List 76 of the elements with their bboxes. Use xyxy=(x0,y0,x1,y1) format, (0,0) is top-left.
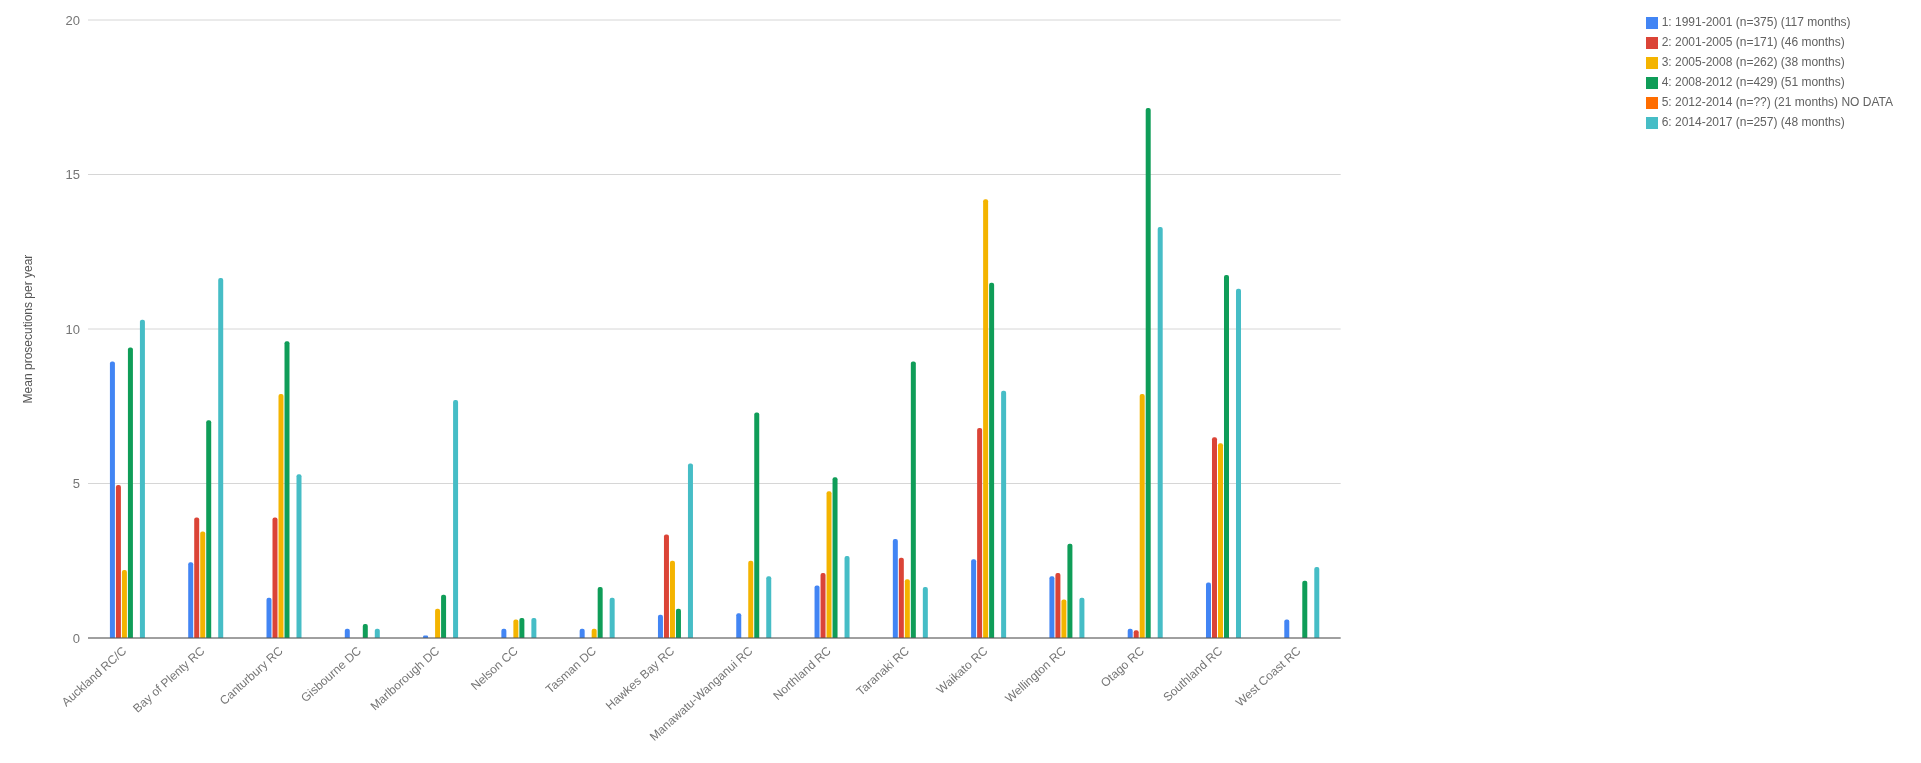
bar xyxy=(1206,582,1211,638)
bar xyxy=(1284,619,1290,638)
bar xyxy=(1079,597,1085,638)
legend-label: 5: 2012-2014 (n=??) (21 months) NO DATA xyxy=(1661,95,1893,109)
bar xyxy=(194,517,200,638)
bar xyxy=(1139,393,1145,638)
bar xyxy=(1212,437,1217,638)
y-tick-label: 20 xyxy=(65,12,80,28)
bar xyxy=(1049,576,1055,638)
bar xyxy=(115,485,121,638)
y-tick-label: 10 xyxy=(65,321,80,337)
bar xyxy=(597,587,603,638)
y-tick-label: 15 xyxy=(65,167,80,183)
bar xyxy=(989,282,995,638)
bar xyxy=(898,557,904,638)
bar xyxy=(826,491,832,638)
bar xyxy=(531,617,537,638)
bar xyxy=(296,474,302,638)
bar xyxy=(1055,573,1061,638)
bar xyxy=(904,579,910,638)
bar xyxy=(820,573,826,638)
legend-label: 2: 2001-2005 (n=171) (46 months) xyxy=(1661,35,1845,49)
bar xyxy=(200,531,206,638)
bar xyxy=(284,341,290,638)
legend-label: 4: 2008-2012 (n=429) (51 months) xyxy=(1661,75,1845,89)
bar xyxy=(687,463,693,638)
bar xyxy=(266,597,272,638)
y-axis-title: Mean prosecutions per year xyxy=(21,254,36,404)
bar xyxy=(1314,566,1320,638)
bar xyxy=(736,613,742,638)
legend-label: 6: 2014-2017 (n=257) (48 months) xyxy=(1661,115,1845,129)
bar xyxy=(362,624,368,638)
bar xyxy=(766,576,772,638)
bar xyxy=(669,560,675,638)
legend-label: 1: 1991-2001 (n=375) (117 months) xyxy=(1661,15,1851,29)
bar xyxy=(910,361,916,638)
bar xyxy=(1001,390,1007,638)
bar xyxy=(188,562,194,638)
bar xyxy=(519,617,525,638)
bar xyxy=(1224,274,1229,638)
bar xyxy=(1067,543,1073,638)
bar xyxy=(983,199,989,638)
bar xyxy=(844,556,850,638)
bar xyxy=(814,585,820,638)
bar xyxy=(139,319,145,638)
bar xyxy=(1218,443,1223,638)
y-tick-label: 0 xyxy=(72,630,80,646)
bar xyxy=(748,560,754,638)
bar xyxy=(109,361,115,638)
bar xyxy=(609,597,615,638)
bar xyxy=(441,594,447,638)
bar xyxy=(657,614,663,638)
bar xyxy=(971,559,977,638)
legend-label: 3: 2005-2008 (n=262) (38 months) xyxy=(1661,55,1845,69)
bar xyxy=(1061,599,1067,638)
bar xyxy=(1236,288,1241,638)
bar xyxy=(832,477,838,638)
bar xyxy=(922,587,928,638)
bar xyxy=(513,619,519,638)
bar xyxy=(272,517,278,638)
bar xyxy=(127,347,133,638)
bar xyxy=(206,420,212,638)
bar xyxy=(1157,227,1163,638)
bar xyxy=(663,534,669,638)
bar xyxy=(278,393,284,638)
bar xyxy=(977,427,983,638)
bar xyxy=(754,412,760,638)
bar xyxy=(435,608,441,638)
bar xyxy=(675,608,681,638)
bar xyxy=(218,278,224,638)
bar xyxy=(892,539,898,638)
bar xyxy=(1145,108,1151,638)
bar xyxy=(1302,580,1308,638)
bar xyxy=(121,570,127,638)
y-tick-label: 5 xyxy=(72,476,80,492)
bar xyxy=(453,400,459,638)
